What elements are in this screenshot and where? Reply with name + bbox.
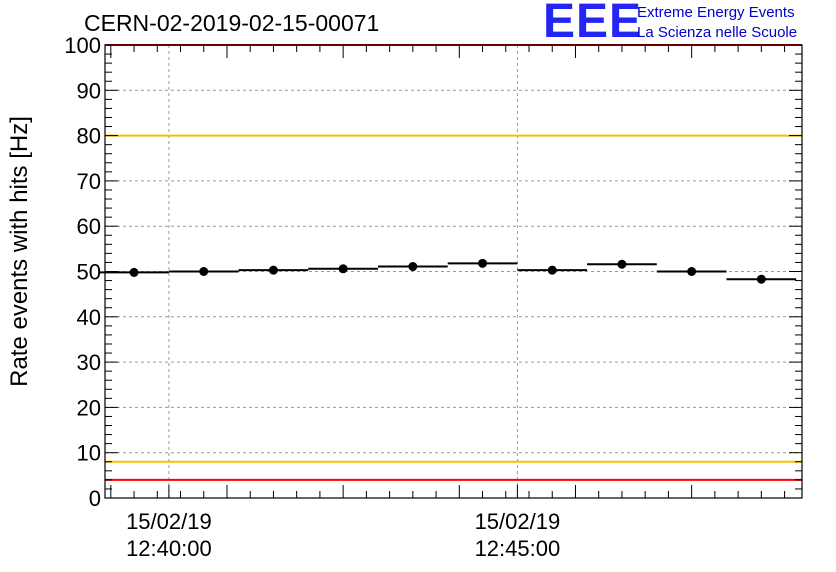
- x-tick-time-label: 12:40:00: [126, 536, 212, 561]
- brand-line-2: La Scienza nelle Scuole: [637, 24, 798, 41]
- y-tick-label: 30: [77, 350, 101, 375]
- y-tick-label: 80: [77, 124, 101, 149]
- eee-logo: EEE: [543, 0, 643, 48]
- y-axis-title: Rate events with hits [Hz]: [6, 116, 33, 387]
- data-point: [199, 267, 209, 276]
- data-points: [99, 258, 797, 284]
- data-point: [268, 265, 278, 275]
- data-point: [478, 258, 488, 268]
- tick-labels: 010203040506070809010015/02/1912:40:0015…: [64, 33, 560, 561]
- data-point: [129, 267, 139, 277]
- y-tick-label: 20: [77, 395, 101, 420]
- y-tick-label: 60: [77, 214, 101, 239]
- axis-ticks: [105, 44, 802, 499]
- data-point: [338, 264, 348, 274]
- y-tick-label: 0: [89, 486, 101, 511]
- data-point: [756, 274, 766, 284]
- x-tick-time-label: 12:45:00: [475, 536, 561, 561]
- data-point: [547, 265, 557, 275]
- data-point: [617, 259, 627, 269]
- run-title: CERN-02-2019-02-15-00071: [84, 10, 380, 36]
- data-point: [687, 267, 697, 276]
- y-tick-label: 40: [77, 305, 101, 330]
- brand-line-1: Extreme Energy Events: [637, 4, 795, 21]
- y-tick-label: 100: [64, 33, 101, 58]
- y-tick-label: 90: [77, 78, 101, 103]
- data-point: [408, 262, 418, 272]
- y-tick-label: 50: [77, 260, 101, 285]
- x-tick-date-label: 15/02/19: [475, 509, 561, 534]
- x-tick-date-label: 15/02/19: [126, 509, 212, 534]
- y-tick-label: 70: [77, 169, 101, 194]
- y-tick-label: 10: [77, 441, 101, 466]
